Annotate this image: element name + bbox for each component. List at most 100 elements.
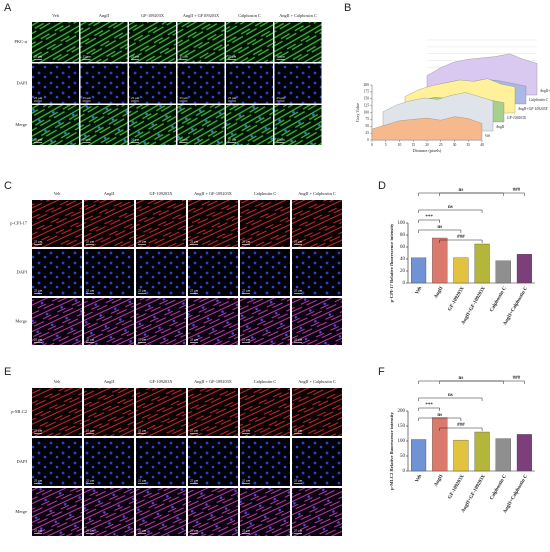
- bar: [411, 257, 427, 284]
- column-label: Calphostin C: [254, 379, 277, 384]
- micrograph: [84, 438, 134, 486]
- micrograph: [240, 438, 290, 486]
- micrograph: [84, 388, 134, 436]
- y-axis-label: p-CPI-17 Relative fluorescence intensity: [389, 223, 394, 302]
- micrograph: [84, 200, 134, 247]
- significance-label: ###: [457, 235, 465, 240]
- micrograph: [84, 298, 134, 345]
- bar: [453, 257, 469, 284]
- scale-bar-label: 25 μm: [277, 138, 286, 142]
- y-axis-label: Gray Value: [355, 103, 360, 122]
- scale-bar-label: 25 μm: [131, 138, 140, 142]
- significance-label: ###: [513, 376, 521, 381]
- x-tick-label: Veh: [415, 286, 424, 296]
- significance-bracket: [418, 397, 483, 401]
- x-tick-label: 40: [480, 143, 484, 147]
- significance-label: ns: [459, 376, 464, 381]
- micrograph: [188, 249, 238, 296]
- y-tick-label: 50: [400, 454, 406, 459]
- y-tick-label: 100: [398, 439, 406, 444]
- row-label: p-CPI-17: [10, 221, 27, 226]
- column-label: AngII + Calphostin C: [298, 191, 336, 196]
- column-label: AngII: [104, 379, 115, 384]
- series-label: AngII: [495, 125, 505, 129]
- y-tick-label: 80: [400, 233, 406, 238]
- row-label: p-MLC2: [11, 409, 27, 414]
- scale-bar-label: 25 μm: [242, 529, 251, 533]
- y-tick-label: 50: [365, 124, 369, 128]
- y-axis-label: p-MLC2 Relative fluorescence intensity: [389, 411, 394, 489]
- x-tick-label: AngII+GF-109203X: [461, 474, 487, 514]
- significance-label: ###: [513, 188, 521, 193]
- y-tick-label: 60: [400, 245, 406, 250]
- column-label: GF-109203X: [150, 191, 174, 196]
- panel-letter: F: [378, 366, 385, 378]
- x-tick-label: 15: [411, 143, 415, 147]
- scale-bar-label: 25 μm: [242, 429, 251, 433]
- row-label: Merge: [15, 319, 27, 324]
- panel-letter: C: [4, 180, 12, 192]
- micrograph: [84, 488, 134, 536]
- scale-bar-label: 25 μm: [294, 429, 303, 433]
- series-label: AngII+Calphostin C: [539, 89, 550, 93]
- scale-bar-label: 25 μm: [242, 289, 251, 293]
- y-tick-label: 40: [400, 257, 406, 262]
- scale-bar-label: 25 μm: [180, 96, 189, 100]
- bar: [474, 243, 490, 284]
- scale-bar-label: 25 μm: [138, 479, 147, 483]
- scale-bar-label: 25 μm: [294, 479, 303, 483]
- scale-bar-label: 25 μm: [34, 240, 43, 244]
- column-label: AngII + Calphostin C: [279, 13, 317, 18]
- micrograph: [226, 105, 273, 145]
- micrograph: [226, 22, 273, 62]
- micrograph: [292, 298, 342, 345]
- micrograph: [32, 488, 82, 536]
- micrograph: [32, 105, 79, 145]
- scale-bar-label: 25 μm: [190, 479, 199, 483]
- significance-label: ns: [437, 225, 442, 230]
- scale-bar-label: 25 μm: [242, 479, 251, 483]
- micrograph: [292, 488, 342, 536]
- micrograph: [136, 438, 186, 486]
- column-label: AngII: [99, 13, 110, 18]
- x-tick-label: 20: [425, 143, 429, 147]
- micrograph: [32, 298, 82, 345]
- column-label: Calphostin C: [254, 191, 277, 196]
- panel-letter: E: [4, 366, 11, 378]
- scale-bar-label: 25 μm: [228, 96, 237, 100]
- scale-bar-label: 25 μm: [34, 479, 43, 483]
- x-tick-label: AngII+Calphostin C: [503, 474, 529, 515]
- significance-label: ns: [459, 188, 464, 193]
- micrograph: [188, 438, 238, 486]
- scale-bar-label: 25 μm: [86, 338, 95, 342]
- micrograph: [32, 63, 79, 104]
- scale-bar-label: 25 μm: [190, 338, 199, 342]
- micrograph: [292, 249, 342, 296]
- bar: [432, 237, 448, 284]
- significance-bracket: [439, 380, 525, 384]
- row-label: PKC-α: [14, 39, 27, 44]
- scale-bar-label: 25 μm: [294, 240, 303, 244]
- micrograph: [129, 105, 176, 145]
- micrograph: [129, 63, 176, 104]
- significance-bracket: [418, 407, 440, 411]
- series-label: Calphostin C: [529, 98, 549, 102]
- row-label: Merge: [15, 122, 27, 127]
- micrograph: [292, 438, 342, 486]
- x-tick-label: 5: [385, 143, 387, 147]
- significance-label: ***: [425, 403, 433, 408]
- micrograph: [84, 249, 134, 296]
- bar: [516, 254, 532, 284]
- column-label: Veh: [52, 13, 60, 18]
- significance-bracket: [418, 380, 504, 384]
- scale-bar-label: 25 μm: [277, 96, 286, 100]
- significance-bracket: [418, 209, 483, 213]
- scale-bar-label: 25 μm: [86, 289, 95, 293]
- scale-bar-label: 25 μm: [242, 240, 251, 244]
- x-tick-label: 25: [439, 143, 443, 147]
- panel-letter: D: [378, 180, 386, 192]
- y-tick-label: 0: [403, 469, 406, 474]
- scale-bar-label: 25 μm: [34, 529, 43, 533]
